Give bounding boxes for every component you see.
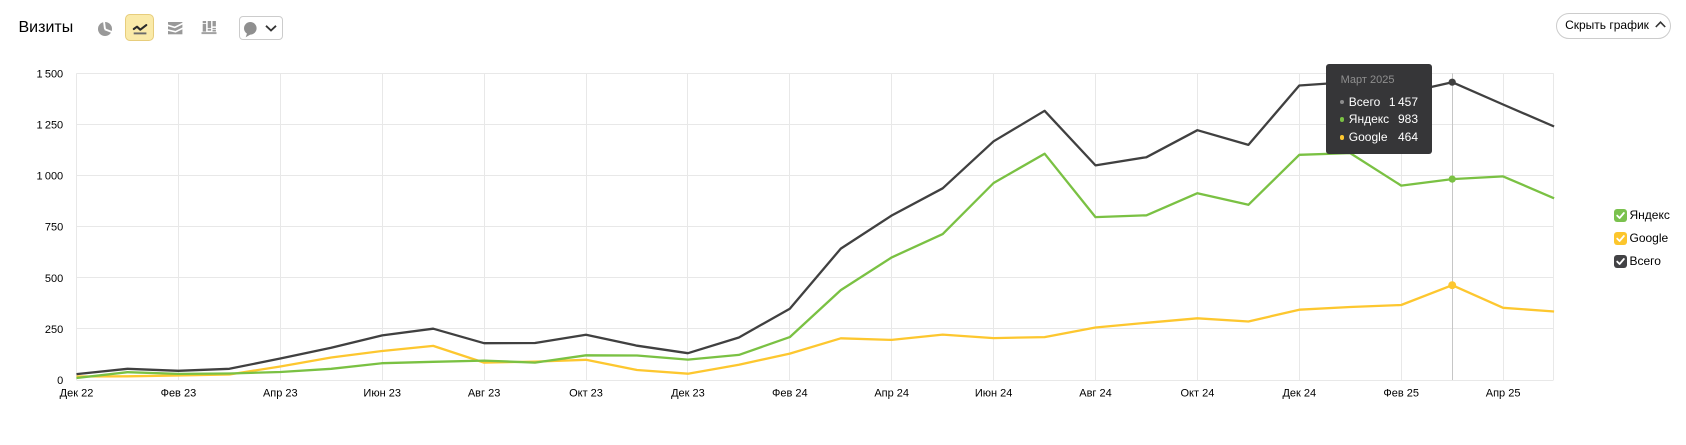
svg-text:Апр 25: Апр 25 <box>1486 388 1521 400</box>
svg-text:1 250: 1 250 <box>37 120 64 132</box>
svg-text:Апр 24: Апр 24 <box>874 388 909 400</box>
svg-text:250: 250 <box>45 324 63 336</box>
svg-text:Фев 24: Фев 24 <box>772 388 808 400</box>
svg-text:1 500: 1 500 <box>37 68 64 80</box>
svg-text:Июн 24: Июн 24 <box>975 388 1013 400</box>
svg-text:Фев 25: Фев 25 <box>1383 388 1419 400</box>
svg-text:Дек 24: Дек 24 <box>1282 388 1316 400</box>
svg-text:500: 500 <box>45 273 63 285</box>
svg-text:Авг 24: Авг 24 <box>1079 388 1111 400</box>
svg-text:0: 0 <box>57 375 63 387</box>
svg-text:Окт 23: Окт 23 <box>569 388 603 400</box>
svg-text:Дек 22: Дек 22 <box>60 388 94 400</box>
svg-text:Июн 23: Июн 23 <box>363 388 401 400</box>
svg-text:Авг 23: Авг 23 <box>468 388 500 400</box>
svg-text:Дек 23: Дек 23 <box>671 388 705 400</box>
svg-text:1 000: 1 000 <box>37 171 64 183</box>
svg-text:Апр 23: Апр 23 <box>263 388 298 400</box>
svg-text:Фев 23: Фев 23 <box>161 388 197 400</box>
svg-text:750: 750 <box>45 222 63 234</box>
svg-text:Окт 24: Окт 24 <box>1180 388 1214 400</box>
